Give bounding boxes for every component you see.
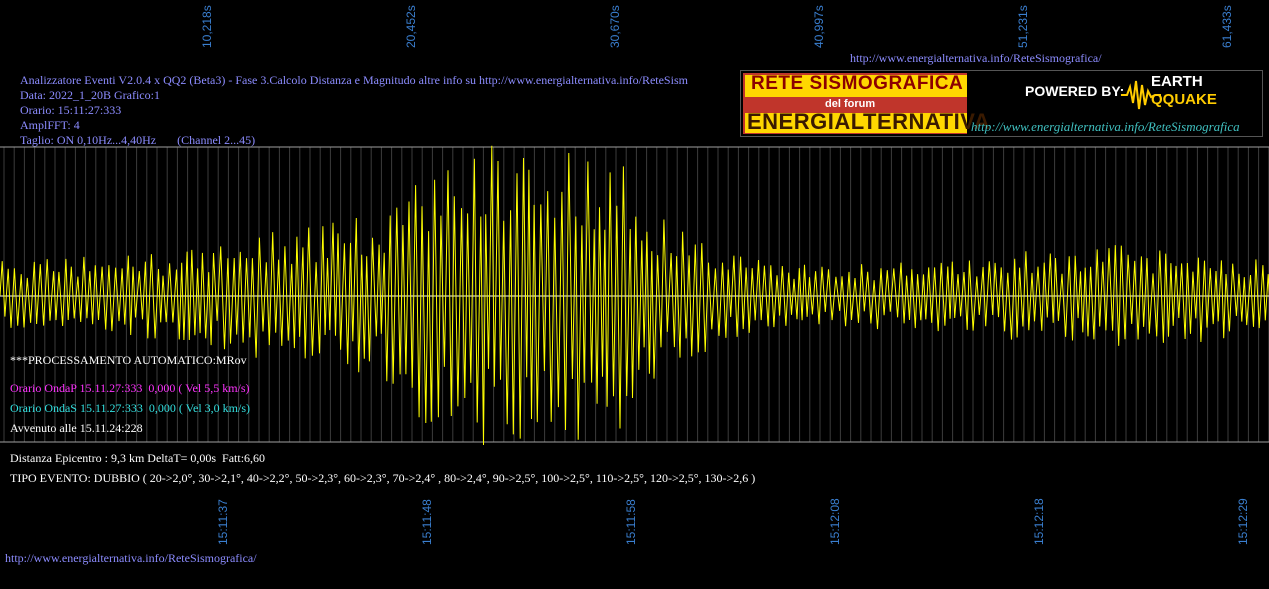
logo-yellow-strip-bottom xyxy=(745,113,967,133)
top-tick-1: 10,218s xyxy=(200,5,214,48)
top-tick-2: 20,452s xyxy=(404,5,418,48)
info-line-time: Orario: 15:11:27:333 xyxy=(20,103,122,117)
seismograph-icon xyxy=(1121,80,1161,110)
onda-s-time: Orario OndaS 15.11.27:333 0,000 ( Vel 3,… xyxy=(10,401,250,415)
logo-earth: EARTH xyxy=(1151,73,1203,90)
logo-qquake: QQUAKE xyxy=(1151,91,1217,108)
bottom-url-link[interactable]: http://www.energialternativa.info/ReteSi… xyxy=(5,551,257,565)
info-line-version: Analizzatore Eventi V2.0.4 x QQ2 (Beta3)… xyxy=(20,73,688,87)
onda-p-time: Orario OndaP 15.11.27:333 0,000 ( Vel 5,… xyxy=(10,381,250,395)
seismic-trace xyxy=(0,145,1269,446)
info-line-filter: Taglio: ON 0,10Hz...4,40Hz (Channel 2...… xyxy=(20,133,256,147)
rete-sismografica-logo[interactable]: RETE SISMOGRAFICA del forum ENERGIALTERN… xyxy=(740,70,1263,137)
logo-title-energialternativa: ENERGIALTERNATIVA xyxy=(747,109,991,134)
bottom-tick-5: 15:12:18 xyxy=(1032,498,1046,545)
top-tick-5: 51,231s xyxy=(1016,5,1030,48)
bottom-tick-6: 15:12:29 xyxy=(1236,498,1250,545)
top-tick-6: 61,433s xyxy=(1220,5,1234,48)
bottom-tick-4: 15:12:08 xyxy=(828,498,842,545)
top-url-link[interactable]: http://www.energialternativa.info/ReteSi… xyxy=(850,51,1102,65)
logo-powered-by: POWERED BY: xyxy=(1025,83,1125,99)
epicenter-distance: Distanza Epicentro : 9,3 km DeltaT= 0,00… xyxy=(10,451,266,465)
bottom-tick-3: 15:11:58 xyxy=(624,499,638,545)
top-tick-3: 30,670s xyxy=(608,5,622,48)
logo-title-rete: RETE SISMOGRAFICA xyxy=(751,73,964,94)
top-tick-4: 40,997s xyxy=(812,5,826,48)
processing-label: ***PROCESSAMENTO AUTOMATICO:MRov xyxy=(10,353,247,367)
logo-yellow-strip-top xyxy=(745,75,967,97)
bottom-tick-2: 15:11:48 xyxy=(420,499,434,545)
logo-title-forum: del forum xyxy=(825,98,876,110)
event-time: Avvenuto alle 15.11.24:228 xyxy=(10,421,143,435)
event-type: TIPO EVENTO: DUBBIO ( 20->2,0°, 30->2,1°… xyxy=(10,471,756,485)
logo-url[interactable]: http://www.energialternativa.info/ReteSi… xyxy=(971,119,1240,134)
info-line-amplfft: AmplFFT: 4 xyxy=(20,118,80,132)
info-line-date: Data: 2022_1_20B Grafico:1 xyxy=(20,88,160,102)
bottom-tick-1: 15:11:37 xyxy=(216,499,230,545)
